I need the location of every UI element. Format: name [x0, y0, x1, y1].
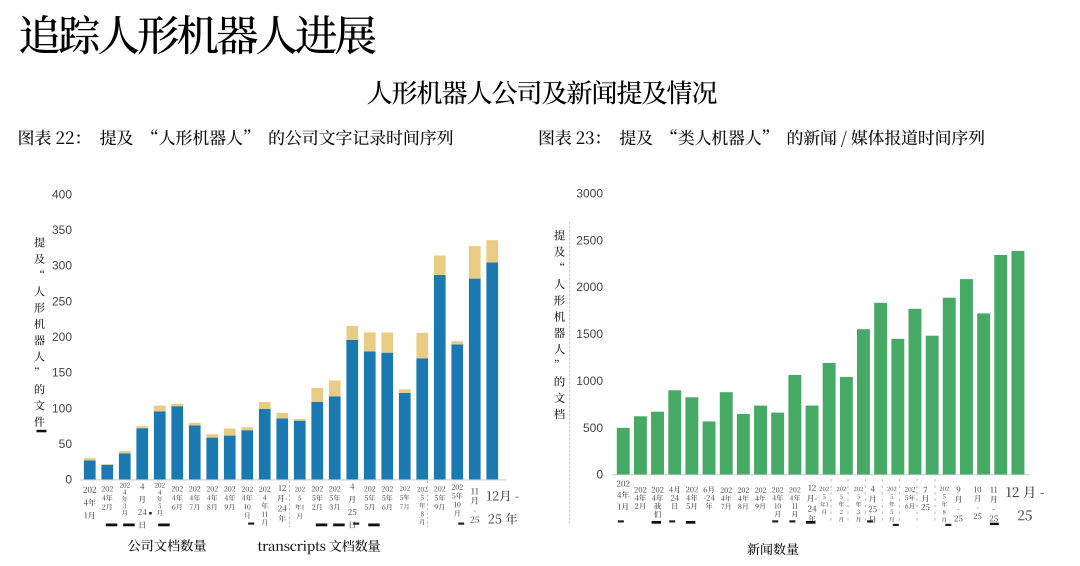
- svg-text:100: 100: [52, 401, 72, 415]
- svg-text:200: 200: [52, 330, 72, 344]
- svg-text:1500: 1500: [576, 327, 603, 341]
- svg-text:350: 350: [52, 223, 72, 237]
- svg-text:0: 0: [596, 468, 603, 482]
- svg-text:50: 50: [59, 437, 73, 451]
- svg-text:3000: 3000: [576, 187, 603, 201]
- svg-text:1000: 1000: [576, 374, 603, 388]
- svg-text:300: 300: [52, 259, 72, 273]
- svg-text:0: 0: [65, 473, 72, 487]
- svg-text:2500: 2500: [576, 233, 603, 247]
- svg-text:2000: 2000: [576, 280, 603, 294]
- svg-text:400: 400: [52, 187, 72, 201]
- svg-text:250: 250: [52, 294, 72, 308]
- svg-text:150: 150: [52, 366, 72, 380]
- svg-text:500: 500: [583, 421, 603, 435]
